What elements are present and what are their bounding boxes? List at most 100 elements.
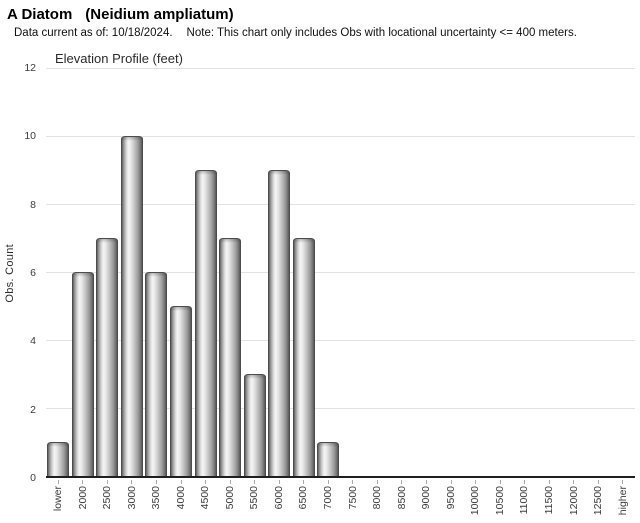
y-tick-label-0: 0	[30, 472, 36, 484]
bar-slot-7500	[341, 68, 366, 476]
x-tick-cell-higher: higher	[611, 480, 636, 515]
x-tick-label-7000: 7000	[322, 486, 335, 510]
x-tick-cell-7000: 7000	[316, 480, 341, 515]
gridline-6	[46, 272, 635, 273]
y-axis-ticks: 0 2 4 6 8 10 12	[0, 62, 41, 484]
x-tick-label-lower: lower	[52, 486, 65, 512]
x-tick-cell-4500: 4500	[193, 480, 218, 515]
x-tick-cell-9500: 9500	[439, 480, 464, 515]
page-title: A Diatom (Neidium ampliatum)	[7, 6, 234, 23]
x-tick-cell-6500: 6500	[291, 480, 316, 515]
gridline-10	[46, 135, 635, 137]
y-tick-label-8: 8	[30, 198, 36, 211]
bar-slot-4000	[169, 68, 194, 476]
x-tick-label-11500: 11500	[542, 486, 555, 515]
x-axis: lower 2000 2500 3000 3500 4000 4500 5000 5500 600…	[46, 480, 635, 515]
bar-5000	[219, 238, 242, 476]
x-tick-mark	[106, 480, 108, 484]
bar-slot-2000	[71, 68, 96, 476]
x-tick-cell-8000: 8000	[365, 480, 390, 515]
x-tick-mark	[622, 480, 624, 484]
x-tick-cell-4000: 4000	[169, 480, 194, 515]
gridline-2	[46, 408, 635, 409]
x-tick-mark	[352, 480, 354, 484]
chart-title: Elevation Profile (feet)	[55, 51, 183, 66]
y-tick-label-12: 12	[24, 62, 36, 74]
x-tick-mark	[57, 480, 59, 484]
bar-4000	[170, 306, 192, 476]
x-tick-mark	[205, 480, 207, 484]
x-tick-label-10500: 10500	[493, 486, 506, 516]
bar-4500	[194, 170, 217, 476]
bar-slot-6500	[291, 68, 316, 476]
bar-slot-9000	[414, 68, 439, 476]
x-tick-cell-5500: 5500	[242, 480, 267, 515]
x-tick-mark	[401, 480, 403, 484]
bar-slot-8000	[365, 68, 390, 476]
x-tick-label-5500: 5500	[248, 486, 261, 510]
x-tick-cell-8500: 8500	[390, 480, 415, 515]
x-tick-label-4500: 4500	[199, 486, 212, 510]
x-tick-mark	[499, 480, 501, 484]
bar-lower	[47, 442, 70, 476]
x-tick-mark	[155, 480, 157, 484]
x-tick-label-3000: 3000	[125, 486, 138, 510]
bars	[46, 68, 635, 476]
x-tick-label-2000: 2000	[76, 486, 89, 510]
bar-slot-5500	[242, 68, 267, 476]
bar-6500	[292, 238, 315, 476]
species-scientific-name: (Neidium ampliatum)	[85, 6, 234, 23]
x-tick-mark	[82, 480, 84, 484]
x-tick-label-2500: 2500	[101, 486, 114, 510]
bar-slot-lower	[46, 68, 71, 476]
bar-slot-8500	[390, 68, 415, 476]
bar-7000	[317, 442, 340, 476]
x-tick-mark	[327, 480, 329, 484]
uncertainty-note-text: Note: This chart only includes Obs with …	[186, 27, 577, 39]
x-tick-mark	[303, 480, 305, 484]
y-tick-label-10: 10	[24, 130, 36, 143]
bar-3000	[120, 136, 143, 476]
bar-5500	[243, 374, 266, 476]
x-tick-label-9500: 9500	[444, 486, 457, 510]
x-tick-cell-7500: 7500	[341, 480, 366, 515]
x-tick-mark	[548, 480, 550, 484]
x-tick-cell-6000: 6000	[267, 480, 292, 515]
bar-3500	[145, 272, 168, 476]
x-tick-label-11000: 11000	[518, 486, 531, 515]
bar-slot-6000	[267, 68, 292, 476]
x-tick-mark	[573, 480, 575, 484]
subtitle: Data current as of: 10/18/2024. Note: Thi…	[14, 27, 577, 39]
bar-slot-3500	[144, 68, 169, 476]
x-tick-mark	[131, 480, 133, 484]
bar-slot-12500	[586, 68, 611, 476]
gridline-12	[46, 68, 635, 69]
x-tick-cell-11000: 11000	[512, 480, 537, 515]
x-tick-label-3500: 3500	[150, 486, 163, 510]
x-tick-label-7500: 7500	[346, 486, 359, 510]
x-tick-cell-3500: 3500	[144, 480, 169, 515]
bar-slot-9500	[439, 68, 464, 476]
x-tick-cell-3000: 3000	[120, 480, 145, 515]
x-tick-mark	[229, 480, 231, 484]
x-tick-mark	[597, 480, 599, 484]
bar-6000	[268, 170, 291, 476]
x-tick-label-4000: 4000	[174, 486, 187, 510]
x-tick-label-8000: 8000	[371, 486, 384, 510]
x-tick-cell-12500: 12500	[586, 480, 611, 515]
bar-slot-5000	[218, 68, 243, 476]
bar-slot-7000	[316, 68, 341, 476]
bar-slot-12000	[561, 68, 586, 476]
x-tick-mark	[180, 480, 182, 484]
bar-slot-11500	[537, 68, 562, 476]
y-tick-label-6: 6	[30, 267, 36, 279]
x-tick-cell-5000: 5000	[218, 480, 243, 515]
bar-2000	[71, 272, 94, 476]
x-tick-label-12000: 12000	[567, 486, 580, 516]
x-tick-cell-11500: 11500	[537, 480, 562, 515]
data-current-text: Data current as of: 10/18/2024.	[14, 27, 173, 39]
x-tick-label-5000: 5000	[223, 486, 236, 510]
x-tick-label-6000: 6000	[272, 486, 285, 510]
bar-slot-4500	[193, 68, 218, 476]
x-tick-label-higher: higher	[616, 486, 629, 516]
